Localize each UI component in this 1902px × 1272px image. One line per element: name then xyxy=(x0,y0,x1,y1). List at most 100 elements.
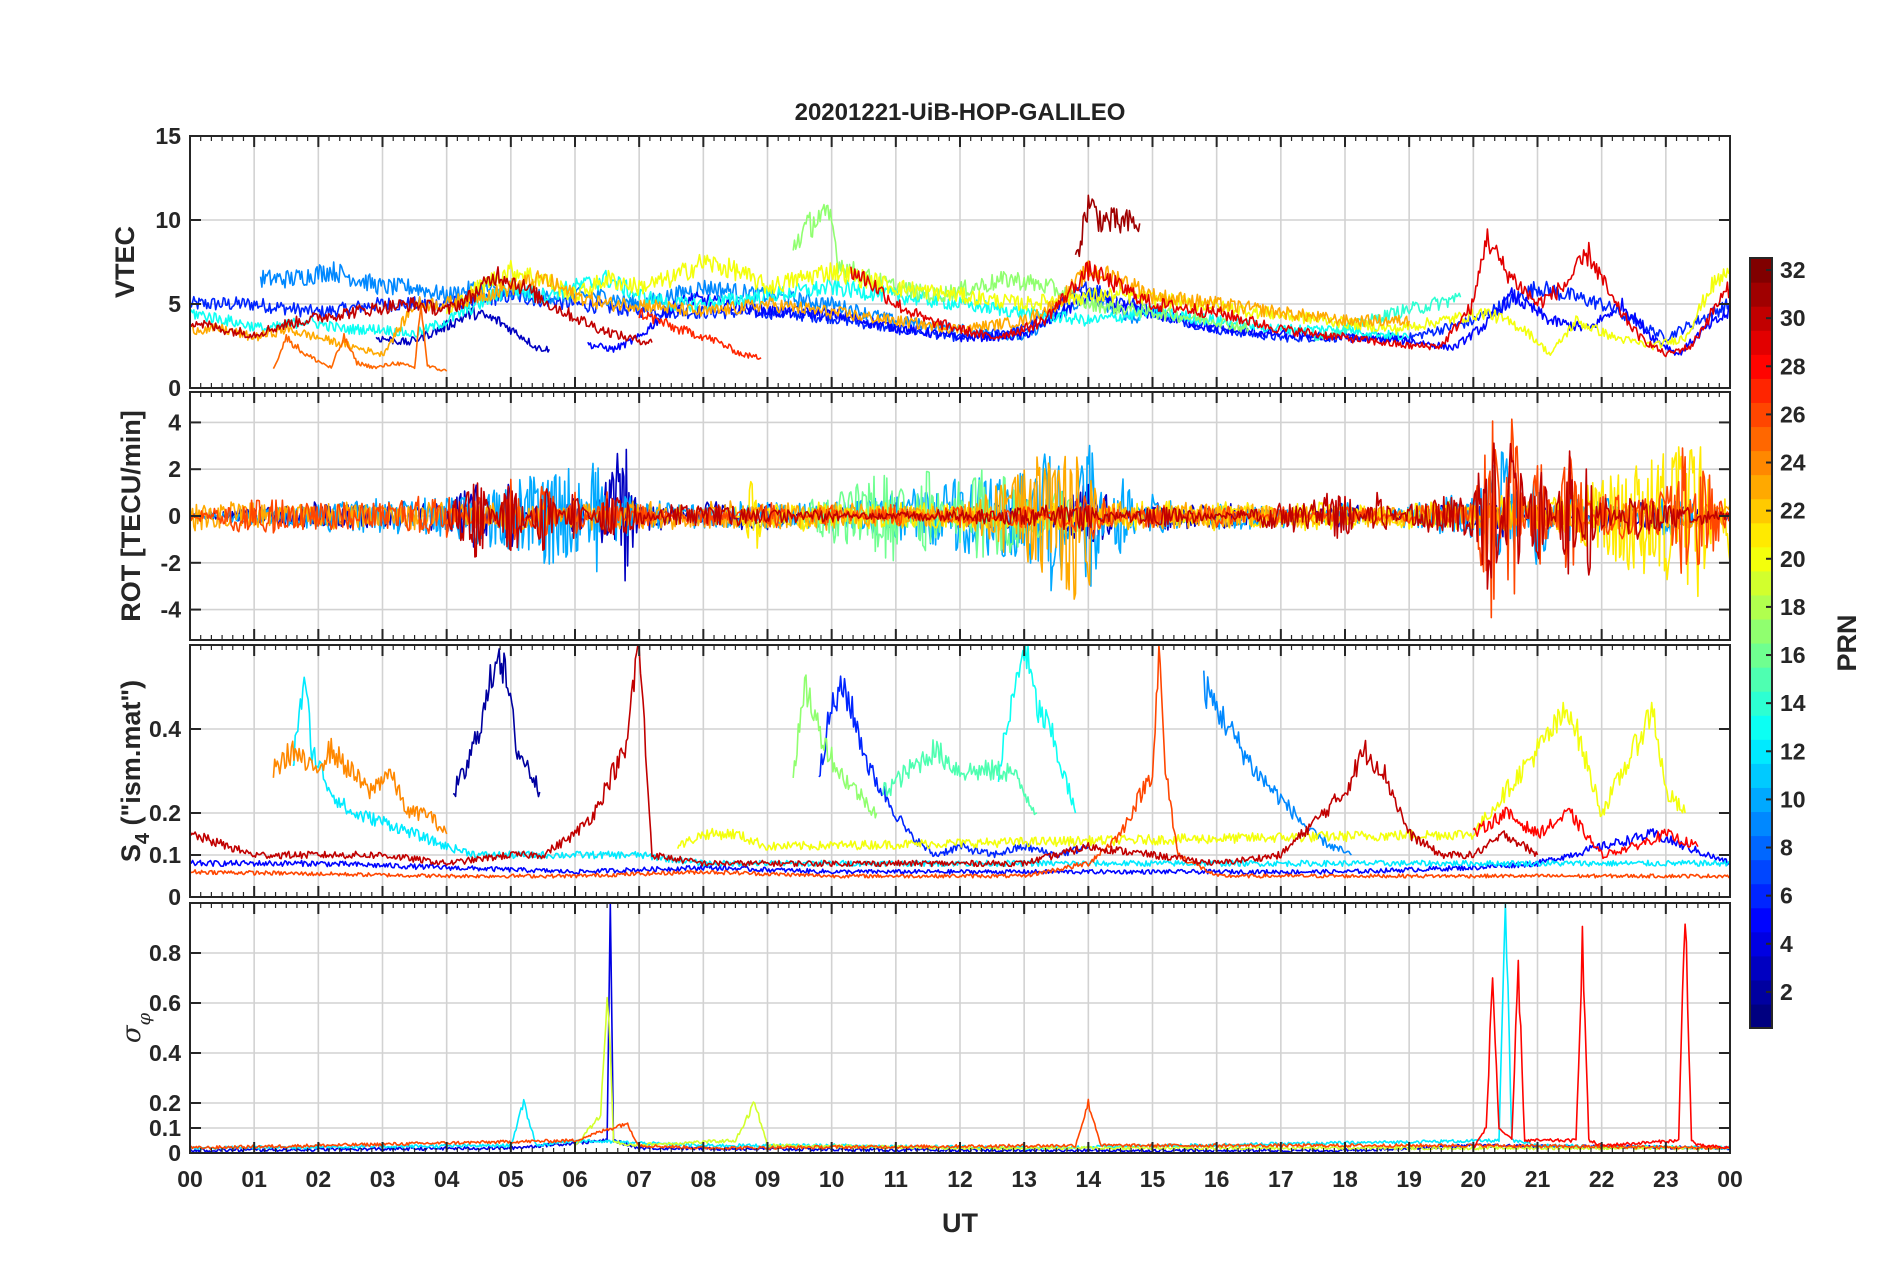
colorbar-segment xyxy=(1750,835,1772,861)
colorbar-segment xyxy=(1750,739,1772,764)
x-tick-label: 01 xyxy=(241,1166,267,1192)
colorbar-segment xyxy=(1750,883,1772,909)
colorbar-tick-label: 2 xyxy=(1780,979,1793,1005)
colorbar-segment xyxy=(1750,402,1772,428)
ticks-s4: 0 0.1 0.2 0.4 xyxy=(149,645,1731,910)
y-tick-label: 0.2 xyxy=(149,800,181,826)
series-vtec-prn-25 xyxy=(272,304,448,372)
colorbar-segment xyxy=(1750,498,1772,524)
colorbar-segment xyxy=(1750,955,1772,981)
colorbar-segment xyxy=(1750,907,1772,933)
y-tick-label: 10 xyxy=(155,207,181,233)
y-tick-label: 0.1 xyxy=(149,1115,181,1141)
colorbar-tick-label: 4 xyxy=(1780,931,1793,957)
x-tick-label: 09 xyxy=(755,1166,781,1192)
grid-s4 xyxy=(190,645,1730,897)
x-tick-label: 04 xyxy=(434,1166,460,1192)
colorbar-tick-label: 20 xyxy=(1780,546,1806,572)
y-tick-label: -2 xyxy=(161,550,181,576)
colorbar-tick-label: 10 xyxy=(1780,786,1806,812)
colorbar-segment xyxy=(1750,667,1772,692)
axes-frame-rot xyxy=(189,391,1731,641)
colorbar-segment xyxy=(1750,618,1772,644)
y-tick-label: 5 xyxy=(168,291,181,317)
series-s4-prn-9 xyxy=(1203,670,1352,856)
colorbar-segment xyxy=(1750,306,1772,331)
ticks-rot: -4 -2 0 2 4 xyxy=(161,392,1731,640)
x-tick-label: 06 xyxy=(562,1166,588,1192)
x-tick-label: 12 xyxy=(947,1166,973,1192)
colorbar-segment xyxy=(1750,931,1772,957)
colorbar-segment xyxy=(1750,330,1772,355)
x-tick-label: 05 xyxy=(498,1166,524,1192)
colorbar-tick-label: 26 xyxy=(1780,401,1806,427)
colorbar-segment xyxy=(1750,811,1772,837)
colorbar-segment xyxy=(1750,787,1772,813)
series-vtec-prn-29 xyxy=(850,228,1730,358)
series-s4-prn-13 xyxy=(997,645,1077,814)
y-tick-label: 15 xyxy=(155,123,181,149)
series-s4-prn-30 xyxy=(190,645,1539,868)
series-vtec-prn-20 xyxy=(445,253,1730,357)
colorbar-gradient xyxy=(1750,258,1772,1029)
series-vtec-prn-30 xyxy=(190,266,653,346)
x-tick-label: 17 xyxy=(1268,1166,1294,1192)
series-vtec-prn-3 xyxy=(375,305,551,353)
x-tick-label: 16 xyxy=(1204,1166,1230,1192)
series-group-s4 xyxy=(190,645,1730,879)
y-tick-label: 0.1 xyxy=(149,842,181,868)
series-s4-prn-26 xyxy=(190,645,1730,879)
panel-sigma-phi: 00.10.2 0.4 0.6 0.8 σφ xyxy=(117,902,1731,1166)
y-axis-label-vtec: VTEC xyxy=(110,226,140,298)
colorbar-tick-label: 24 xyxy=(1780,450,1806,476)
y-tick-label: 0 xyxy=(168,1140,181,1166)
y-tick-label: 0 xyxy=(168,375,181,401)
axes-frame-vtec xyxy=(189,135,1731,389)
x-tick-label: 14 xyxy=(1076,1166,1102,1192)
colorbar-segment xyxy=(1750,715,1772,740)
y-tick-label: 4 xyxy=(168,409,181,435)
x-tick-label: 10 xyxy=(819,1166,845,1192)
colorbar-segment xyxy=(1750,546,1772,572)
colorbar-segment xyxy=(1750,378,1772,403)
colorbar-segment xyxy=(1750,282,1772,307)
colorbar-segment xyxy=(1750,979,1772,1005)
colorbar-segment xyxy=(1750,691,1772,716)
colorbar-label: PRN xyxy=(1832,614,1862,671)
series-vtec-prn-27 xyxy=(638,307,762,360)
series-vtec-prn-31 xyxy=(1074,194,1141,258)
colorbar-segment xyxy=(1750,859,1772,885)
x-tick-label: 08 xyxy=(691,1166,717,1192)
series-s4-prn-2 xyxy=(452,648,541,798)
colorbar-segment xyxy=(1750,763,1772,788)
series-s4-prn-28 xyxy=(1472,806,1699,860)
series-rot-prn-10 xyxy=(190,444,1730,592)
series-s4-prn-17 xyxy=(792,674,878,819)
x-tick-labels: 00 01 02 03 04 05 06 07 08 09 10 11 12 13 14 15 16 17 18 19… xyxy=(177,1166,1743,1192)
y-tick-label: 2 xyxy=(168,456,181,482)
y-tick-label: 0.4 xyxy=(149,1040,181,1066)
x-tick-label: 21 xyxy=(1525,1166,1551,1192)
x-tick-label: 02 xyxy=(306,1166,332,1192)
y-tick-label: 0 xyxy=(168,884,181,910)
ticks-sigma-phi: 00.10.2 0.4 0.6 0.8 xyxy=(149,903,1731,1166)
x-tick-label: 23 xyxy=(1653,1166,1679,1192)
colorbar-segment xyxy=(1750,522,1772,548)
colorbar-tick-label: 18 xyxy=(1780,594,1806,620)
colorbar-tick-label: 32 xyxy=(1780,257,1806,283)
grid-sigma-phi xyxy=(190,903,1730,1153)
panel-vtec: 0 5 10 15 VTEC xyxy=(110,123,1731,401)
colorbar-segment xyxy=(1750,450,1772,476)
x-tick-label: 22 xyxy=(1589,1166,1615,1192)
colorbar-segment xyxy=(1750,426,1772,452)
axes-frame-sigma-phi xyxy=(189,902,1731,1154)
series-group-vtec xyxy=(190,194,1730,372)
colorbar-tick-label: 30 xyxy=(1780,305,1806,331)
x-tick-label: 00 xyxy=(1717,1166,1743,1192)
x-tick-label: 19 xyxy=(1396,1166,1422,1192)
colorbar-segment xyxy=(1750,1003,1772,1029)
colorbar-tick-label: 6 xyxy=(1780,883,1793,909)
